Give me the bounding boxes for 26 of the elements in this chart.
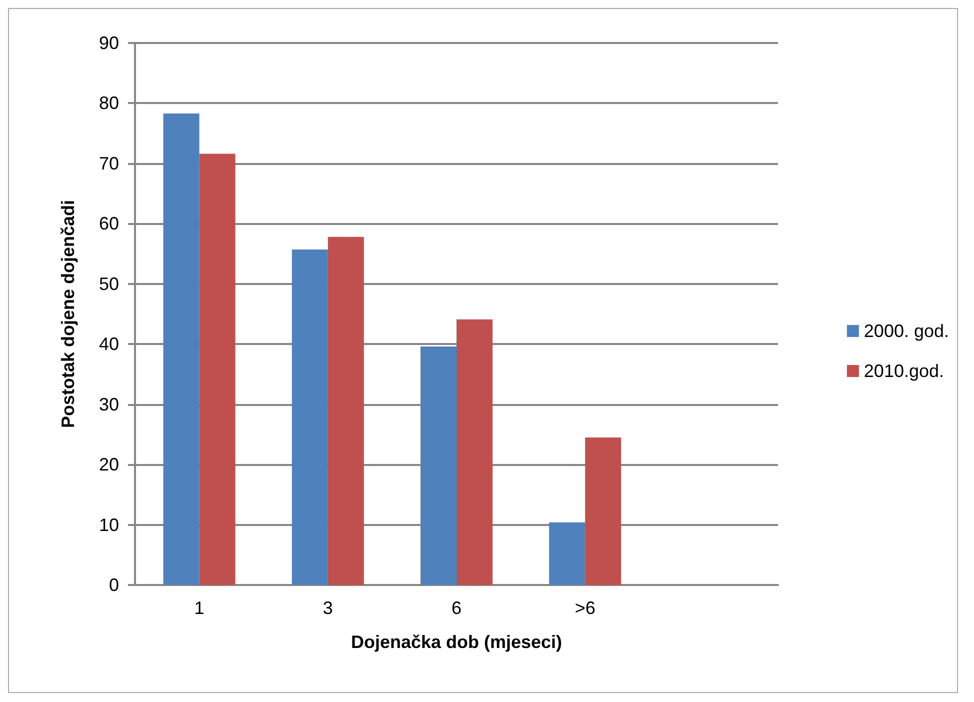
x-tick-label: 6: [451, 598, 462, 618]
y-tick-label: 60: [98, 214, 119, 234]
bar: [549, 522, 586, 585]
bar: [456, 319, 493, 585]
y-tick-label: 10: [98, 514, 119, 535]
y-tick-label: 40: [98, 334, 119, 354]
legend-label: 2000. god.: [864, 321, 949, 341]
y-tick-label: 30: [98, 394, 119, 414]
y-tick-label: 90: [98, 33, 119, 53]
bar: [292, 250, 328, 585]
x-axis-title: Dojenačka dob (mjeseci): [350, 632, 562, 652]
y-tick-label: 0: [108, 575, 119, 595]
y-tick-label: 50: [98, 274, 119, 294]
x-tick-label: 3: [322, 598, 333, 618]
bar: [420, 346, 456, 585]
x-tick-label: 1: [194, 598, 204, 618]
y-tick-label: 70: [98, 153, 119, 174]
bar: [199, 154, 236, 585]
y-tick-label: 20: [98, 454, 119, 475]
bar: [585, 437, 622, 585]
x-tick-label: >6: [574, 598, 596, 618]
bar: [328, 236, 364, 585]
legend-label: 2010.god.: [864, 361, 944, 381]
y-tick-label: 80: [98, 93, 119, 114]
bar: [163, 113, 200, 585]
y-axis-title: Postotak dojene dojenčadi: [58, 200, 78, 428]
